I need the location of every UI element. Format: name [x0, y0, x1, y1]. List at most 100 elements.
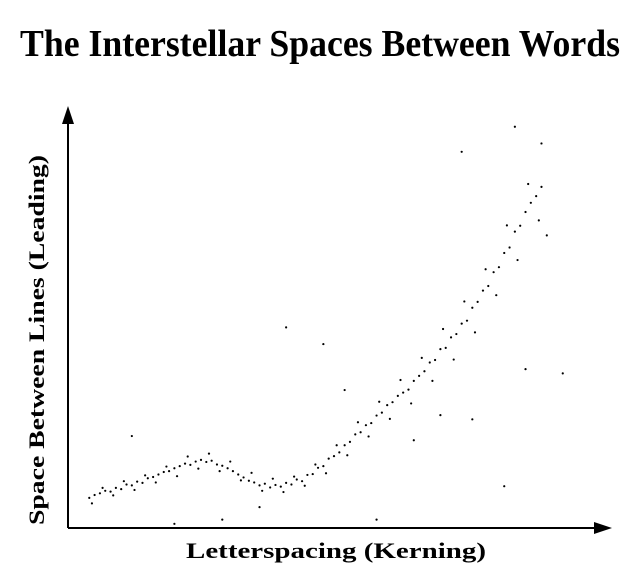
point: [218, 470, 221, 473]
x-axis-label: Letterspacing (Kerning): [186, 538, 486, 563]
point: [481, 289, 485, 292]
point: [258, 484, 261, 487]
point: [250, 471, 253, 474]
x-axis-arrow: [594, 522, 612, 534]
point: [423, 370, 426, 373]
point: [503, 251, 506, 255]
point: [356, 421, 360, 424]
point: [109, 490, 112, 493]
point: [303, 484, 306, 487]
point: [513, 125, 516, 128]
point: [242, 476, 245, 479]
point: [88, 496, 91, 500]
point: [449, 336, 453, 339]
point: [322, 465, 325, 468]
point: [407, 388, 410, 391]
point: [253, 481, 256, 484]
point: [348, 440, 352, 443]
point: [495, 294, 498, 297]
point: [452, 358, 455, 361]
point: [173, 522, 176, 525]
point: [465, 319, 469, 322]
point: [263, 482, 266, 485]
point: [136, 480, 139, 483]
point: [503, 485, 506, 488]
point: [221, 518, 224, 521]
point: [247, 479, 250, 482]
y-axis-arrow: [62, 106, 74, 124]
point: [367, 435, 370, 438]
point: [335, 444, 338, 447]
point: [364, 424, 368, 427]
point: [173, 467, 176, 470]
point: [114, 486, 117, 489]
point: [314, 463, 317, 466]
point: [535, 195, 538, 198]
point: [508, 246, 511, 249]
point: [412, 379, 415, 382]
point: [231, 470, 235, 473]
point: [439, 347, 442, 351]
point: [529, 201, 532, 204]
point: [527, 182, 530, 186]
point: [293, 475, 296, 478]
point: [316, 466, 320, 469]
point: [346, 454, 349, 457]
point: [402, 391, 405, 394]
point: [375, 414, 378, 417]
point: [186, 455, 189, 458]
point: [524, 210, 527, 214]
point: [343, 388, 346, 392]
point: [540, 185, 543, 189]
point: [322, 342, 325, 346]
point: [386, 404, 389, 407]
point: [420, 356, 423, 359]
point: [207, 452, 211, 455]
point: [327, 457, 330, 460]
point: [487, 284, 490, 288]
point: [112, 494, 115, 497]
point: [375, 518, 378, 521]
point: [428, 361, 431, 364]
point: [215, 463, 219, 466]
point: [412, 439, 415, 442]
point: [391, 401, 394, 404]
point: [221, 464, 224, 467]
point: [338, 451, 341, 454]
point: [463, 300, 466, 303]
point: [165, 465, 168, 468]
point: [285, 326, 288, 329]
point: [473, 331, 477, 334]
point: [343, 444, 346, 447]
point: [537, 219, 540, 222]
point: [194, 460, 197, 463]
point: [519, 224, 522, 227]
point: [239, 479, 242, 482]
point: [205, 460, 208, 464]
point: [561, 372, 564, 375]
point: [540, 142, 543, 145]
point: [146, 477, 149, 480]
point: [125, 483, 128, 486]
chart-title: The Interstellar Spaces Between Words: [20, 23, 620, 65]
point: [101, 486, 104, 489]
point: [269, 486, 272, 489]
point: [282, 490, 285, 494]
point: [271, 477, 274, 480]
point: [258, 506, 261, 509]
point: [492, 271, 495, 274]
point: [439, 414, 442, 417]
point: [410, 402, 413, 405]
point: [295, 478, 298, 481]
point: [359, 431, 362, 434]
point: [104, 489, 107, 492]
point: [261, 489, 264, 492]
point: [157, 473, 160, 476]
point: [484, 268, 487, 271]
point: [460, 322, 463, 325]
point: [524, 368, 527, 371]
point: [516, 258, 519, 262]
point: [444, 346, 447, 349]
point: [471, 418, 474, 421]
point: [300, 480, 304, 483]
